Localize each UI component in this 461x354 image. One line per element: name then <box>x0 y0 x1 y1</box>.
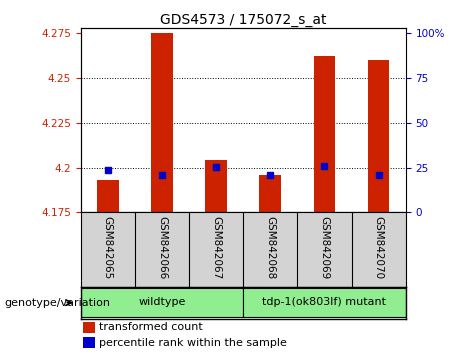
Title: GDS4573 / 175072_s_at: GDS4573 / 175072_s_at <box>160 13 326 27</box>
Text: tdp-1(ok803lf) mutant: tdp-1(ok803lf) mutant <box>262 297 386 307</box>
Bar <box>97 180 118 212</box>
Text: percentile rank within the sample: percentile rank within the sample <box>99 338 287 348</box>
Bar <box>368 60 390 212</box>
Text: GSM842070: GSM842070 <box>373 216 384 279</box>
Text: wildtype: wildtype <box>138 297 186 307</box>
Text: GSM842069: GSM842069 <box>319 216 330 279</box>
Text: GSM842068: GSM842068 <box>265 216 275 279</box>
Bar <box>243 288 406 317</box>
Bar <box>81 288 243 317</box>
Bar <box>151 33 173 212</box>
Text: transformed count: transformed count <box>99 322 203 332</box>
Text: GSM842066: GSM842066 <box>157 216 167 279</box>
Bar <box>260 175 281 212</box>
Text: GSM842065: GSM842065 <box>103 216 113 279</box>
Text: genotype/variation: genotype/variation <box>5 298 111 308</box>
Bar <box>313 56 335 212</box>
Text: GSM842067: GSM842067 <box>211 216 221 279</box>
Bar <box>205 160 227 212</box>
